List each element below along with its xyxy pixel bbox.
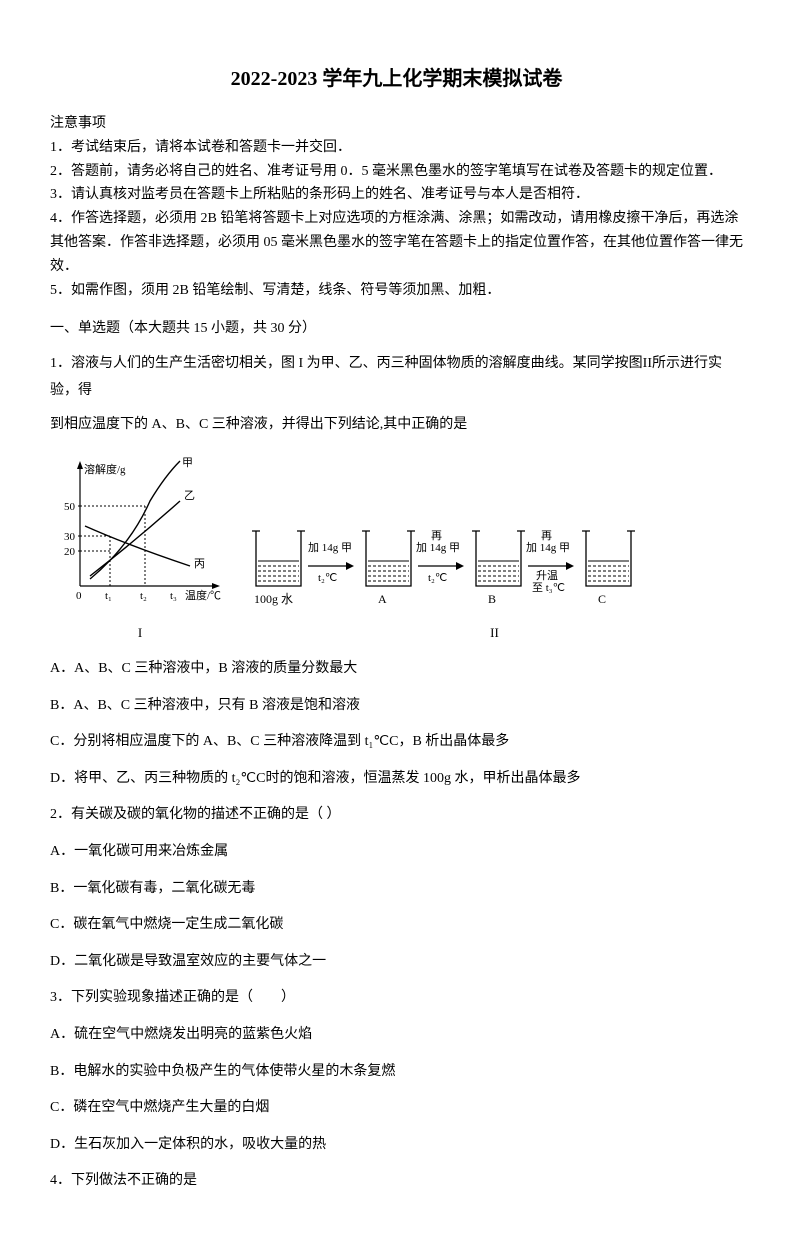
chart-svg: 溶解度/g 50 30 20 0 t₁ t₂ t₃ 温度/℃ 甲 乙 丙 [50,451,230,611]
notice-1: 1．考试结束后，请将本试卷和答题卡一并交回． [50,136,743,160]
svg-text:30: 30 [64,531,76,543]
notice-5: 5．如需作图，须用 2B 铅笔绘制、写清楚，线条、符号等须加黑、加粗． [50,279,743,303]
svg-text:再: 再 [541,530,552,542]
beaker-sequence: 100g 水 加 14g 甲 t₂℃ A 再 加 14g 甲 t₂℃ [246,491,743,646]
q2-opt-c: C．碳在氧气中燃烧一定生成二氧化碳 [50,912,743,939]
svg-text:50: 50 [64,501,76,513]
svg-text:甲: 甲 [182,457,193,469]
beaker-svg: 100g 水 加 14g 甲 t₂℃ A 再 加 14g 甲 t₂℃ [246,491,716,611]
figure-row: 溶解度/g 50 30 20 0 t₁ t₂ t₃ 温度/℃ 甲 乙 丙 I [50,451,743,646]
svg-text:加 14g 甲: 加 14g 甲 [526,541,570,554]
page-title: 2022-2023 学年九上化学期末模拟试卷 [50,60,743,98]
svg-text:再: 再 [431,530,442,542]
svg-text:t₂℃: t₂℃ [428,572,447,584]
q2-opt-a: A．一氧化碳可用来冶炼金属 [50,839,743,866]
svg-text:升温: 升温 [536,569,558,582]
svg-text:t₂: t₂ [140,590,147,602]
q1-opt-a: A．A、B、C 三种溶液中，B 溶液的质量分数最大 [50,656,743,683]
solubility-chart: 溶解度/g 50 30 20 0 t₁ t₂ t₃ 温度/℃ 甲 乙 丙 I [50,451,230,646]
notice-4: 4．作答选择题，必须用 2B 铅笔将答题卡上对应选项的方框涂满、涂黑；如需改动，… [50,207,743,278]
svg-text:20: 20 [64,546,76,558]
q4-stem: 4．下列做法不正确的是 [50,1168,743,1195]
q2-opt-b: B．一氧化碳有毒，二氧化碳无毒 [50,876,743,903]
q1-opt-c: C．分别将相应温度下的 A、B、C 三种溶液降温到 t₁℃C，B 析出晶体最多 [50,729,743,756]
q1-opt-b: B．A、B、C 三种溶液中，只有 B 溶液是饱和溶液 [50,693,743,720]
section-1-heading: 一、单选题（本大题共 15 小题，共 30 分） [50,316,743,343]
svg-text:温度/℃: 温度/℃ [185,588,221,602]
svg-text:t₂℃: t₂℃ [318,572,337,584]
q1-stem-b: 到相应温度下的 A、B、C 三种溶液，并得出下列结论,其中正确的是 [50,412,743,439]
svg-text:100g 水: 100g 水 [254,592,293,606]
chart-caption: I [50,621,230,646]
q1-opt-d: D．将甲、乙、丙三种物质的 t₂℃C时的饱和溶液，恒温蒸发 100g 水，甲析出… [50,766,743,793]
svg-text:C: C [598,592,606,606]
q2-stem: 2．有关碳及碳的氧化物的描述不正确的是（ ） [50,802,743,829]
q2-opt-d: D．二氧化碳是导致温室效应的主要气体之一 [50,949,743,976]
q3-opt-b: B．电解水的实验中负极产生的气体使带火星的木条复燃 [50,1059,743,1086]
q3-opt-d: D．生石灰加入一定体积的水，吸收大量的热 [50,1132,743,1159]
notice-heading: 注意事项 [50,112,743,136]
q3-opt-a: A．硫在空气中燃烧发出明亮的蓝紫色火焰 [50,1022,743,1049]
svg-text:t₁: t₁ [105,590,112,602]
svg-text:0: 0 [76,590,82,602]
notice-3: 3．请认真核对监考员在答题卡上所粘贴的条形码上的姓名、准考证号与本人是否相符． [50,183,743,207]
svg-text:至 t₃℃: 至 t₃℃ [532,582,565,594]
q1-stem-a: 1．溶液与人们的生产生活密切相关，图 I 为甲、乙、丙三种固体物质的溶解度曲线。… [50,351,743,404]
svg-text:丙: 丙 [194,558,205,570]
svg-text:加 14g 甲: 加 14g 甲 [416,541,460,554]
svg-text:乙: 乙 [184,489,195,502]
q3-stem: 3．下列实验现象描述正确的是（ ） [50,985,743,1012]
beakers-caption: II [246,621,743,646]
q3-opt-c: C．磷在空气中燃烧产生大量的白烟 [50,1095,743,1122]
svg-text:加 14g 甲: 加 14g 甲 [308,541,352,554]
svg-text:B: B [488,592,496,606]
svg-text:t₃: t₃ [170,590,177,602]
svg-text:A: A [378,592,387,606]
svg-text:溶解度/g: 溶解度/g [84,462,126,476]
notice-2: 2．答题前，请务必将自己的姓名、准考证号用 0．5 毫米黑色墨水的签字笔填写在试… [50,160,743,184]
